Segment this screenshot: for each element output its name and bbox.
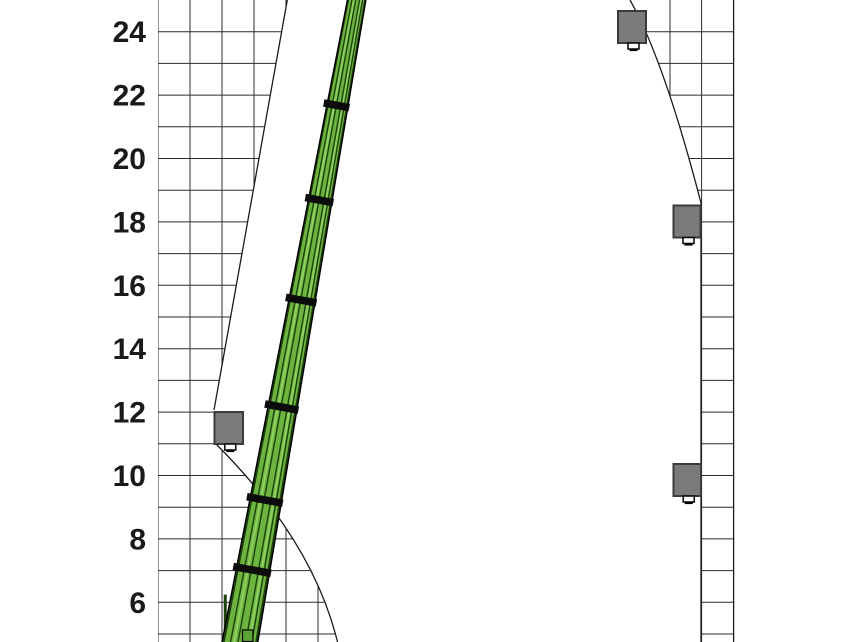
boom-collar bbox=[264, 400, 300, 414]
platform-basket bbox=[213, 411, 244, 445]
y-axis-label: 12 bbox=[113, 397, 146, 430]
boom-section-seam bbox=[247, 0, 367, 642]
y-axis-label: 8 bbox=[129, 523, 146, 556]
envelope-boundary-left bbox=[213, 0, 339, 642]
platform-basket bbox=[672, 463, 702, 497]
boom-collar bbox=[232, 562, 272, 578]
boom-section-seam bbox=[226, 0, 357, 642]
platform-basket bbox=[672, 204, 702, 239]
basket-rotator bbox=[627, 42, 640, 50]
boom-section-seam bbox=[244, 0, 366, 642]
y-axis-label: 24 bbox=[113, 16, 147, 49]
y-axis: 24 22 20 18 16 14 12 10 8 6 bbox=[113, 16, 147, 620]
y-axis-label: 18 bbox=[113, 206, 146, 239]
y-axis-label: 22 bbox=[113, 80, 146, 113]
y-axis-label: 6 bbox=[129, 587, 146, 620]
y-axis-label: 14 bbox=[113, 333, 147, 366]
telescopic-boom bbox=[217, 0, 370, 642]
boom-section-seam bbox=[241, 0, 364, 642]
platform-basket bbox=[617, 10, 647, 44]
y-axis-label: 16 bbox=[113, 270, 146, 303]
boom-base-link bbox=[241, 629, 254, 642]
platform-right-lower bbox=[672, 463, 702, 505]
boom-collar bbox=[323, 99, 350, 112]
grid-right-region bbox=[630, 0, 734, 642]
basket-rotator bbox=[682, 236, 695, 245]
y-axis-label: 20 bbox=[113, 143, 146, 176]
boom-collar bbox=[246, 492, 284, 507]
platform-left bbox=[213, 411, 244, 453]
boom-section-seam bbox=[233, 0, 360, 642]
boom-collar bbox=[285, 293, 318, 307]
boom-section-seam bbox=[229, 0, 359, 642]
basket-rotator bbox=[223, 443, 237, 451]
boom-collar bbox=[304, 193, 334, 207]
platform-right-upper bbox=[672, 204, 702, 246]
basket-rotator bbox=[682, 495, 696, 503]
envelope-boundary-right bbox=[629, 0, 735, 642]
y-axis-label: 10 bbox=[113, 460, 146, 493]
platform-top-right bbox=[617, 10, 647, 52]
